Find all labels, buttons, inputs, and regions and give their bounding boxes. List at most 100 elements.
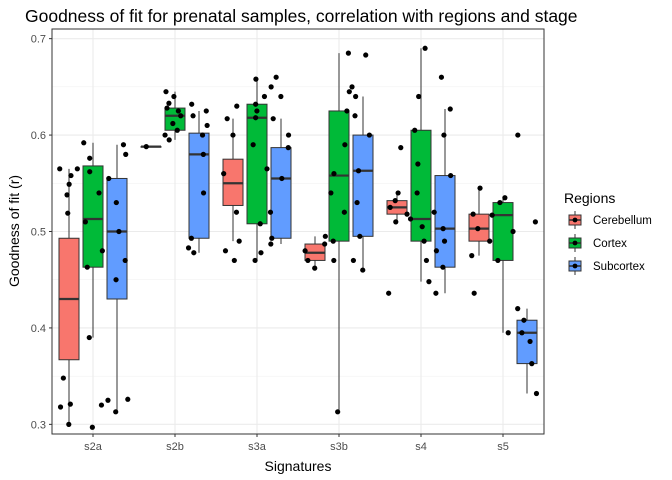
legend-key-point xyxy=(572,240,578,246)
point-cortex xyxy=(166,100,172,106)
box-iqr xyxy=(492,202,514,261)
point-cerebellum xyxy=(65,210,71,216)
box-iqr xyxy=(516,319,538,365)
point-subcortex xyxy=(106,175,112,182)
box-cerebellum-s3a xyxy=(222,118,244,242)
point-subcortex xyxy=(268,84,274,90)
box-subcortex-s3b xyxy=(352,96,374,271)
point-subcortex xyxy=(529,361,535,367)
point-cortex xyxy=(82,219,88,225)
box-iqr xyxy=(164,107,186,131)
point-cerebellum xyxy=(67,401,73,407)
point-subcortex xyxy=(357,233,363,239)
point-subcortex xyxy=(438,74,445,80)
box-iqr xyxy=(82,165,104,268)
point-subcortex xyxy=(532,219,538,225)
point-subcortex xyxy=(279,175,285,182)
point-cerebellum xyxy=(312,265,318,271)
chart-title: Goodness of fit for prenatal samples, co… xyxy=(25,6,578,26)
point-cerebellum xyxy=(302,248,308,254)
point-subcortex xyxy=(355,168,362,174)
point-cerebellum xyxy=(57,404,64,410)
point-cortex xyxy=(342,142,348,148)
point-cortex xyxy=(98,402,105,408)
point-subcortex xyxy=(353,93,359,100)
point-cortex xyxy=(341,209,347,215)
point-subcortex xyxy=(185,245,192,251)
point-cortex xyxy=(261,93,268,100)
point-cortex xyxy=(331,171,337,177)
point-cerebellum xyxy=(398,145,404,151)
point-cerebellum xyxy=(231,257,237,264)
point-subcortex xyxy=(122,257,128,264)
point-cortex xyxy=(345,50,351,56)
point-cerebellum xyxy=(68,172,74,179)
point-cortex xyxy=(330,238,336,244)
point-cerebellum xyxy=(392,198,398,204)
y-tick-label: 0.5 xyxy=(31,227,46,239)
box-iqr xyxy=(106,177,128,300)
point-cortex xyxy=(178,113,184,119)
point-cortex xyxy=(415,161,421,167)
point-cortex xyxy=(87,155,93,161)
box-cortex-s4 xyxy=(410,48,432,282)
point-subcortex xyxy=(533,390,540,397)
point-cortex xyxy=(96,190,102,196)
point-cortex xyxy=(162,132,168,138)
legend-label: Cortex xyxy=(593,238,627,250)
point-cerebellum xyxy=(64,192,70,198)
point-subcortex xyxy=(105,397,111,403)
point-cerebellum xyxy=(387,204,393,210)
x-tick-label: s2a xyxy=(84,441,103,453)
point-cerebellum xyxy=(57,166,63,172)
box-iqr xyxy=(410,129,432,242)
point-subcortex xyxy=(527,338,533,345)
point-cortex xyxy=(166,137,172,143)
point-subcortex xyxy=(515,306,521,312)
point-cerebellum xyxy=(222,248,229,254)
point-cortex xyxy=(510,228,516,235)
point-cortex xyxy=(328,190,334,196)
box-iqr xyxy=(188,132,210,239)
point-subcortex xyxy=(350,257,357,264)
point-subcortex xyxy=(200,151,206,157)
x-tick-label: s5 xyxy=(497,441,509,453)
point-cortex xyxy=(505,330,511,336)
point-cortex xyxy=(250,142,256,148)
y-tick-label: 0.4 xyxy=(31,323,46,335)
point-subcortex xyxy=(200,190,207,196)
point-cortex xyxy=(253,76,259,82)
point-cerebellum xyxy=(322,241,328,247)
x-tick-label: s3a xyxy=(248,441,267,453)
point-cortex xyxy=(254,108,260,114)
point-subcortex xyxy=(113,199,119,206)
x-axis: s2a s2b s3a s3b s4 s5 xyxy=(84,434,509,453)
box-subcortex-s2b xyxy=(188,110,210,253)
point-cortex xyxy=(422,45,428,51)
point-subcortex xyxy=(204,122,210,129)
point-subcortex xyxy=(352,113,358,119)
point-subcortex xyxy=(125,396,131,402)
point-subcortex xyxy=(273,74,279,80)
point-subcortex xyxy=(113,409,119,415)
y-axis: 0.3 0.4 0.5 0.6 0.7 xyxy=(31,34,52,431)
point-cerebellum xyxy=(305,257,311,264)
point-cortex xyxy=(416,93,422,100)
point-cerebellum xyxy=(234,103,240,109)
legend-title: Regions xyxy=(564,190,615,206)
box-subcortex-s2a xyxy=(106,144,128,412)
point-subcortex xyxy=(366,132,372,138)
x-axis-title: Signatures xyxy=(265,458,332,474)
point-cortex xyxy=(335,409,341,415)
point-cortex xyxy=(495,257,501,264)
point-subcortex xyxy=(440,226,446,232)
point-cerebellum xyxy=(386,290,392,296)
point-cerebellum xyxy=(475,226,481,232)
point-cortex xyxy=(257,221,263,227)
box-iqr xyxy=(270,147,292,239)
point-subcortex xyxy=(363,52,369,58)
point-subcortex xyxy=(120,142,127,148)
point-cortex xyxy=(164,105,170,111)
legend-item-cerebellum: Cerebellum xyxy=(566,211,652,229)
point-cerebellum xyxy=(230,132,236,138)
